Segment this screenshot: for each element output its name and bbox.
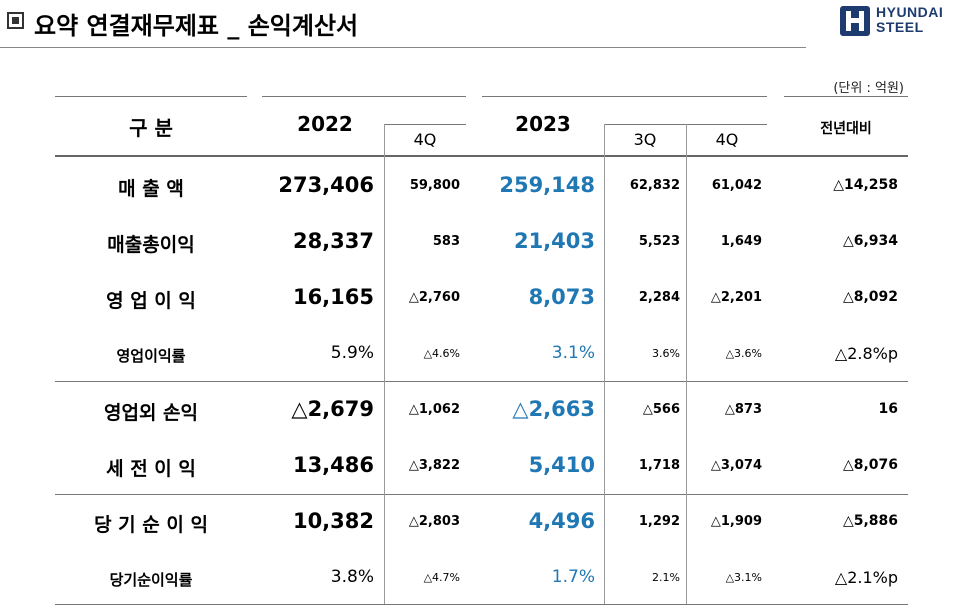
table-bottom-rule [55,604,908,605]
value-2023-3q: 2,284 [638,289,680,305]
value-2023-3q: 1,718 [638,457,680,473]
row-label: 영 업 이 익 [106,290,196,313]
value-2023-3q: 5,523 [638,233,680,249]
value-2023: 1.7% [551,567,595,588]
value-2023-4q: 61,042 [711,177,762,193]
header-2023-3q: 3Q [633,130,657,149]
value-2023-4q: △3.1% [725,571,762,585]
hyundai-steel-logo-icon [840,6,870,36]
value-2023-3q: 62,832 [629,177,680,193]
value-2022: 5.9% [330,343,374,364]
value-yoy: △2.1%p [834,568,898,588]
value-yoy: 16 [878,401,898,418]
column-divider [604,124,605,604]
value-2023-4q: △873 [724,401,762,417]
value-2022-4q: △2,803 [408,513,460,529]
header-2022: 2022 [297,112,353,136]
hyundai-steel-logo: HYUNDAI STEEL [840,4,952,38]
value-2023: △2,663 [512,396,595,421]
row-label: 당 기 순 이 익 [94,514,208,537]
value-2023-4q: △3,074 [710,457,762,473]
header-2022-4q: 4Q [413,130,437,149]
table-top-rule [482,96,767,97]
value-2023: 5,410 [528,452,595,477]
value-2023-4q: △1,909 [710,513,762,529]
page-title: 요약 연결재무제표 _ 손익계산서 [34,12,359,40]
value-yoy: △2.8%p [834,344,898,364]
logo-text-steel: STEEL [876,19,924,35]
value-2023: 21,403 [513,228,595,253]
value-2022: 13,486 [292,452,374,477]
value-2022-4q: 583 [432,233,460,249]
value-yoy: △14,258 [833,177,898,194]
header-2023-4q: 4Q [715,130,739,149]
header-2023: 2023 [515,112,571,136]
value-yoy: △6,934 [842,233,898,250]
quarter-header-rule [384,124,466,125]
value-2023: 3.1% [551,343,595,364]
value-2022-4q: 59,800 [409,177,460,193]
value-2022-4q: △3,822 [408,457,460,473]
value-2023: 8,073 [528,284,595,309]
table-top-rule [784,96,908,97]
header-bottom-rule [55,155,908,157]
column-divider [686,124,687,604]
value-yoy: △8,076 [842,457,898,474]
unit-label: (단위 : 억원) [833,81,904,96]
header-yoy: 전년대비 [820,121,872,137]
value-2022-4q: △1,062 [408,401,460,417]
row-label: 매 출 액 [118,178,184,201]
value-2023-3q: △566 [642,401,680,417]
value-2022: △2,679 [291,396,374,421]
value-2022: 28,337 [292,228,374,253]
value-2022: 273,406 [278,172,374,197]
value-2022-4q: △4.7% [423,571,460,585]
value-yoy: △5,886 [842,513,898,530]
row-label: 매출총이익 [107,234,195,257]
value-2022: 10,382 [292,508,374,533]
value-2023-4q: △3.6% [725,347,762,361]
row-label: 영업외 손익 [103,402,198,425]
group-separator [55,381,908,382]
table-top-rule [262,96,466,97]
value-2023-4q: 1,649 [720,233,762,249]
row-label: 세 전 이 익 [106,458,196,481]
value-2023: 4,496 [528,508,595,533]
value-2022: 16,165 [292,284,374,309]
quarter-header-rule [604,124,767,125]
table-top-rule [55,96,247,97]
logo-text-hyundai: HYUNDAI [876,4,944,20]
square-bullet-icon [7,12,24,29]
value-2022-4q: △2,760 [408,289,460,305]
row-label: 당기순이익률 [109,570,193,589]
value-2023-4q: △2,201 [710,289,762,305]
value-2022-4q: △4.6% [423,347,460,361]
header-rule [0,47,806,48]
value-2023-3q: 2.1% [652,571,680,585]
column-divider [384,124,385,604]
header-category: 구 분 [129,116,173,140]
row-label: 영업이익률 [116,346,186,365]
group-separator [55,494,908,495]
value-2023: 259,148 [499,172,595,197]
value-yoy: △8,092 [842,289,898,306]
value-2022: 3.8% [330,567,374,588]
logo-wordmark: HYUNDAI STEEL [876,5,943,35]
value-2023-3q: 3.6% [652,347,680,361]
value-2023-3q: 1,292 [638,513,680,529]
